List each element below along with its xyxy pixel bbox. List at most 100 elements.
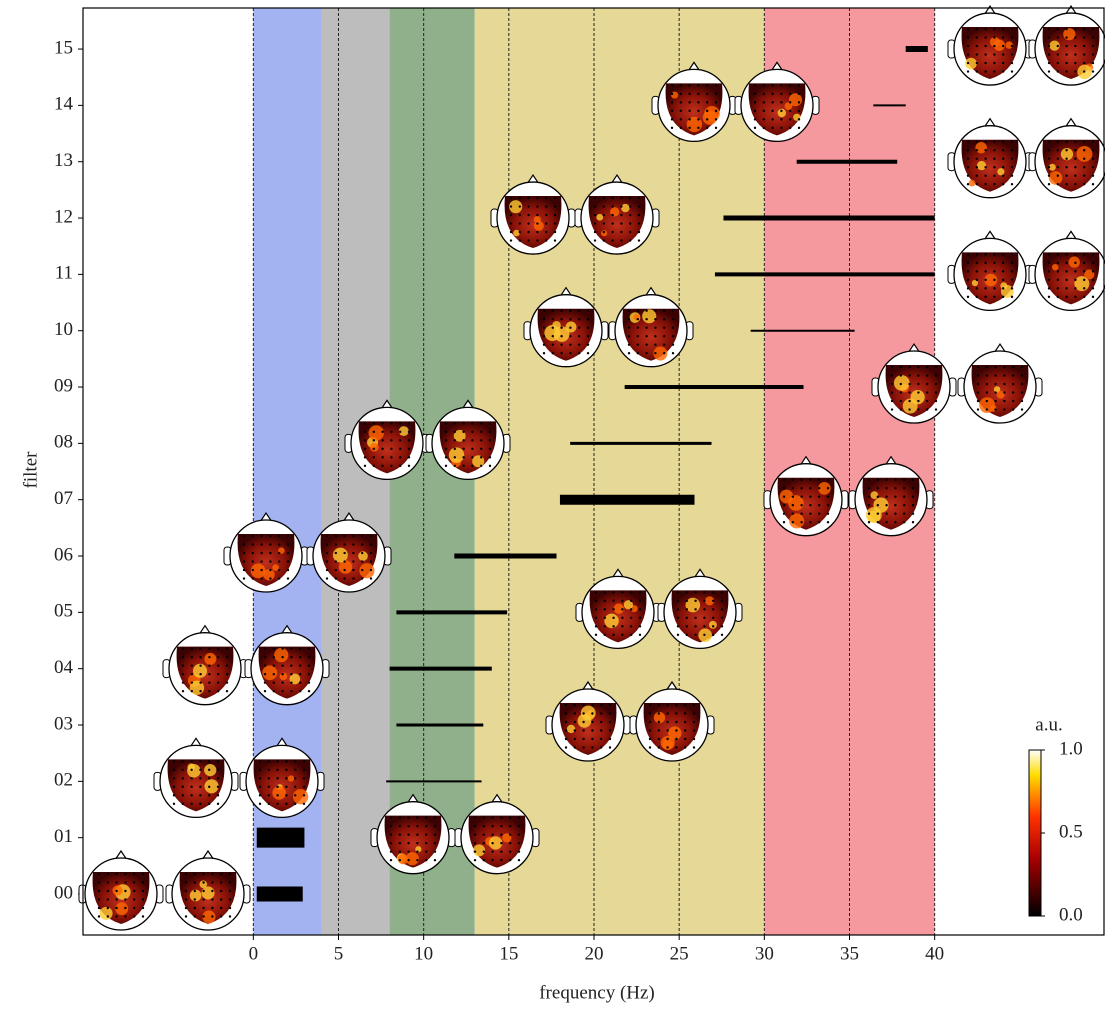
topomap-electrode — [1083, 45, 1085, 47]
topomap-electrode — [294, 794, 296, 796]
topomap-electrode — [281, 690, 283, 692]
topomap-electrode — [518, 825, 520, 827]
topomap-electrode — [908, 408, 910, 410]
topomap-electrode — [408, 439, 410, 441]
topomap-electrode — [1002, 262, 1004, 264]
topomap-electrode — [771, 93, 773, 95]
topomap-electrode — [976, 70, 978, 72]
topomap-electrode — [543, 344, 545, 346]
topomap-electrode — [1057, 279, 1059, 281]
topomap-electrode — [191, 664, 193, 666]
topomap-electrode — [603, 239, 605, 241]
topomap-electrode — [565, 729, 567, 731]
topomap-electrode — [645, 352, 647, 354]
topomap-electrode — [926, 366, 928, 368]
topomap-electrode — [638, 222, 640, 224]
topomap-electrode — [976, 62, 978, 64]
topomap-electrode — [299, 690, 301, 692]
topomap-electrode — [124, 907, 126, 909]
topomap-electrode — [445, 456, 447, 458]
topomap-electrode — [259, 794, 261, 796]
topomap-electrode — [885, 521, 887, 523]
topomap-electrode — [594, 214, 596, 216]
colorbar-tick-label: 0.0 — [1059, 904, 1083, 925]
topomap-electrode — [220, 890, 222, 892]
topomap-electrode — [208, 690, 210, 692]
topomap-electrode — [697, 127, 699, 129]
topomap-electrode — [1092, 149, 1094, 151]
topomap-electrode — [789, 127, 791, 129]
topomap-electrode — [519, 205, 521, 207]
topomap-electrode — [500, 842, 502, 844]
topomap-electrode — [1002, 45, 1004, 47]
topomap-electrode — [984, 262, 986, 264]
topomap-electrode — [202, 881, 204, 883]
topomap-electrode — [445, 439, 447, 441]
topomap-electrode — [1092, 270, 1094, 272]
topomap-electrode — [1074, 45, 1076, 47]
topomap-electrode — [1048, 175, 1050, 177]
topomap-electrode — [675, 738, 677, 740]
topomap-electrode — [912, 521, 914, 523]
topomap-electrode — [285, 760, 287, 762]
topomap-electrode — [638, 239, 640, 241]
topomap-electrode — [303, 760, 305, 762]
topomap-electrode — [294, 777, 296, 779]
topomap-electrode — [798, 127, 800, 129]
topomap-electrode — [827, 512, 829, 514]
topomap-electrode — [688, 127, 690, 129]
colorbar-tick-label: 1.0 — [1059, 738, 1083, 759]
topomap-electrode — [326, 577, 328, 579]
topomap-electrode — [994, 408, 996, 410]
topomap-electrode — [1002, 53, 1004, 55]
topomap-electrode — [654, 318, 656, 320]
topomap-electrode — [763, 118, 765, 120]
topomap-electrode — [574, 746, 576, 748]
topomap-hotspot — [642, 309, 656, 323]
topomap-electrode — [1011, 175, 1013, 177]
topomap-electrode — [993, 262, 995, 264]
topomap-electrode — [578, 310, 580, 312]
topomap-electrode — [491, 859, 493, 861]
topomap-electrode — [663, 310, 665, 312]
topomap-electrode — [425, 825, 427, 827]
topomap-electrode — [686, 617, 688, 619]
topomap-electrode — [303, 786, 305, 788]
topomap-electrode — [603, 214, 605, 216]
topomap-electrode — [1048, 262, 1050, 264]
topomap-electrode — [260, 569, 262, 571]
topomap-electrode — [591, 746, 593, 748]
topomap-electrode — [1002, 270, 1004, 272]
topomap-electrode — [285, 769, 287, 771]
topomap-electrode — [658, 721, 660, 723]
topomap-electrode — [1002, 149, 1004, 151]
topomap-electrode — [868, 504, 870, 506]
topomap-electrode — [612, 617, 614, 619]
topomap-hotspot — [866, 507, 882, 523]
topomap-electrode — [416, 816, 418, 818]
topomap-electrode — [98, 907, 100, 909]
topomap-electrode — [269, 560, 271, 562]
topomap-electrode — [976, 175, 978, 177]
topomap-electrode — [1021, 383, 1023, 385]
topomap-electrode — [900, 374, 902, 376]
topomap-electrode — [771, 101, 773, 103]
topomap-electrode — [595, 600, 597, 602]
topomap-electrode — [352, 543, 354, 545]
topomap-electrode — [637, 310, 639, 312]
topomap-electrode — [190, 803, 192, 805]
topomap-electrode — [630, 600, 632, 602]
topomap-electrode — [518, 816, 520, 818]
topomap-electrode — [1021, 400, 1023, 402]
topomap-electrode — [1048, 28, 1050, 30]
topomap-electrode — [211, 915, 213, 917]
topomap-electrode — [891, 391, 893, 393]
topomap-electrode — [800, 504, 802, 506]
topomap-electrode — [639, 634, 641, 636]
topomap-electrode — [390, 859, 392, 861]
topomap-electrode — [489, 431, 491, 433]
y-tick-label: 04 — [54, 657, 74, 678]
topomap-electrode — [967, 149, 969, 151]
topomap-electrode — [1074, 175, 1076, 177]
topomap-electrode — [182, 690, 184, 692]
